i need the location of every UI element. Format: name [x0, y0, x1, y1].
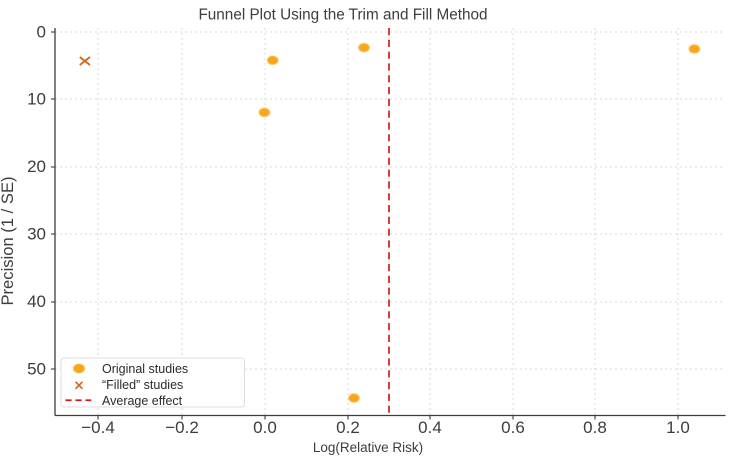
svg-text:10: 10 — [27, 90, 46, 109]
svg-text:40: 40 — [27, 292, 46, 311]
svg-text:Precision (1 / SE): Precision (1 / SE) — [0, 176, 17, 305]
svg-text:0: 0 — [37, 23, 46, 42]
svg-text:0.8: 0.8 — [583, 418, 607, 437]
svg-text:20: 20 — [27, 157, 46, 176]
svg-text:0.4: 0.4 — [418, 418, 442, 437]
svg-text:0.6: 0.6 — [501, 418, 525, 437]
svg-text:“Filled” studies: “Filled” studies — [102, 378, 183, 392]
svg-text:Average effect: Average effect — [102, 394, 183, 408]
svg-text:−0.2: −0.2 — [165, 418, 199, 437]
svg-text:50: 50 — [27, 360, 46, 379]
svg-text:30: 30 — [27, 225, 46, 244]
svg-text:0.2: 0.2 — [336, 418, 360, 437]
svg-text:0.0: 0.0 — [253, 418, 277, 437]
svg-text:−0.4: −0.4 — [81, 418, 115, 437]
svg-text:Original studies: Original studies — [102, 362, 188, 376]
svg-text:Funnel Plot Using the Trim and: Funnel Plot Using the Trim and Fill Meth… — [198, 7, 487, 24]
svg-text:1.0: 1.0 — [666, 418, 690, 437]
svg-text:Log(Relative Risk): Log(Relative Risk) — [313, 440, 423, 455]
